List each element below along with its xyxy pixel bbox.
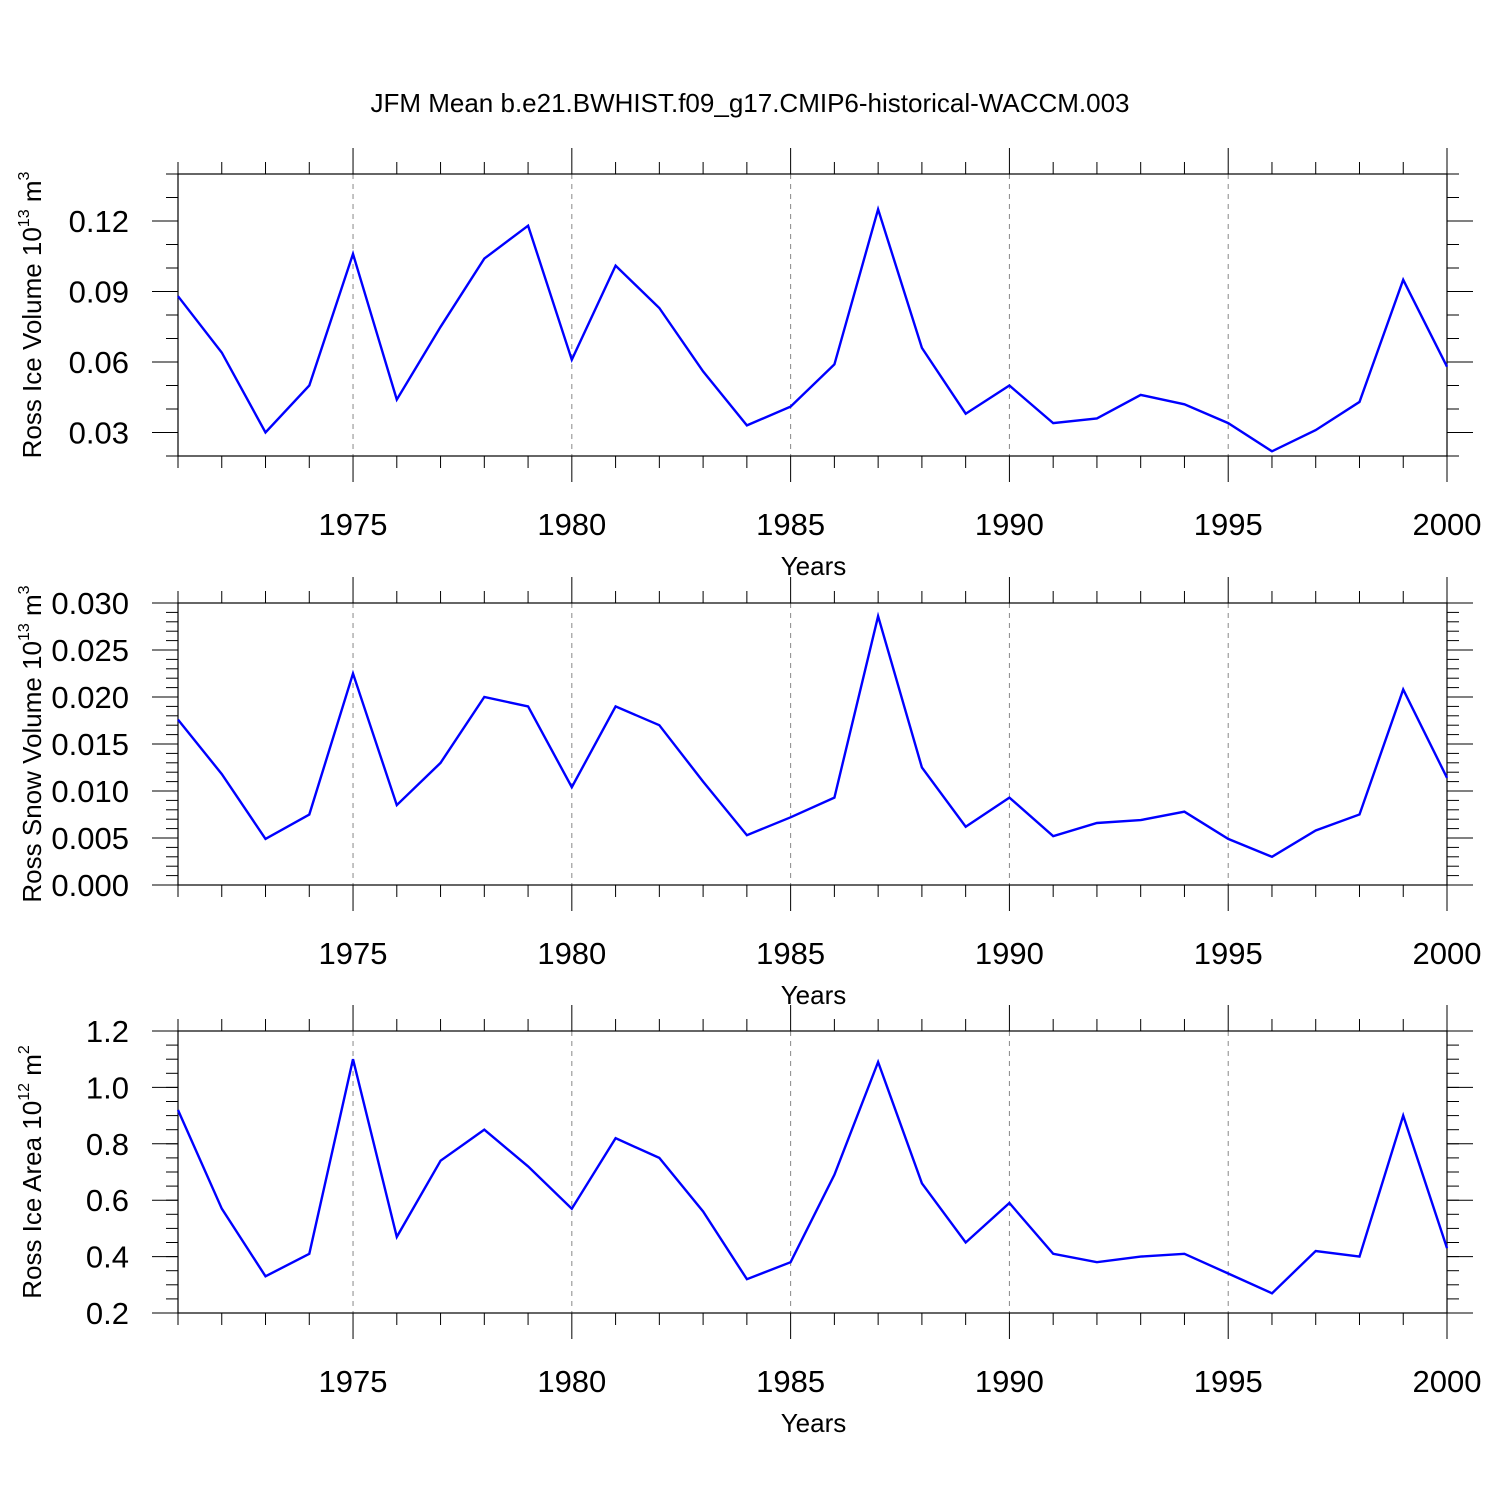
c0-ytick-label: 0.12 xyxy=(69,204,129,239)
c0-xtick-label: 1975 xyxy=(319,507,388,542)
c1-plot-frame xyxy=(177,602,1448,886)
c2-ylabel: Ross Ice Area 1012 m2 xyxy=(16,1045,47,1299)
c2-xtick-label: 1985 xyxy=(756,1364,825,1399)
c2-xlabel: Years xyxy=(781,1408,847,1438)
c2-xtick-label: 1990 xyxy=(975,1364,1044,1399)
c1-xtick-label: 1995 xyxy=(1194,936,1263,971)
c2-xtick-label: 2000 xyxy=(1413,1364,1482,1399)
c0-ytick-label: 0.09 xyxy=(69,275,129,310)
c0-xtick-label: 1980 xyxy=(537,507,606,542)
c2-ytick-label: 1.2 xyxy=(86,1014,129,1049)
panel-ice-area: 1975 1980 1985 1990 1995 2000 0.2 0.4 0.6 0.8 1.0 1… xyxy=(16,1005,1481,1438)
c1-ytick-label: 0.020 xyxy=(51,680,129,715)
c1-ytick-label: 0.030 xyxy=(51,586,129,621)
c1-ytick-label: 0.010 xyxy=(51,774,129,809)
c1-xtick-label: 1980 xyxy=(537,936,606,971)
c1-xlabel: Years xyxy=(781,980,847,1010)
c0-xtick-label: 1985 xyxy=(756,507,825,542)
c1-series-line xyxy=(177,611,1449,859)
c2-ytick-label: 0.2 xyxy=(86,1296,129,1331)
c0-ytick-label: 0.03 xyxy=(69,416,129,451)
c2-ytick-label: 0.6 xyxy=(86,1183,129,1218)
c1-xtick-label: 1975 xyxy=(319,936,388,971)
c0-xlabel: Years xyxy=(781,551,847,581)
c1-ytick-label: 0.015 xyxy=(51,727,129,762)
panel-ice-volume: 1975 1980 1985 1990 1995 2000 0.03 0.06 0.09 0.12… xyxy=(16,148,1481,581)
c2-ytick-label: 0.4 xyxy=(86,1240,129,1275)
c2-ytick-label: 0.8 xyxy=(86,1127,129,1162)
c0-ylabel: Ross Ice Volume 1013 m3 xyxy=(16,171,47,458)
c1-ytick-label: 0.000 xyxy=(51,868,129,903)
c0-xtick-label: 1995 xyxy=(1194,507,1263,542)
c2-ytick-label: 1.0 xyxy=(86,1070,129,1105)
c1-xtick-label: 1985 xyxy=(756,936,825,971)
c0-xtick-label: 1990 xyxy=(975,507,1044,542)
panel-snow-volume: 1975 1980 1985 1990 1995 2000 0.000 0.005 0.010 0… xyxy=(16,577,1481,1010)
c0-xtick-label: 2000 xyxy=(1413,507,1482,542)
c1-ylabel: Ross Snow Volume 1013 m3 xyxy=(16,585,47,902)
c1-ytick-label: 0.005 xyxy=(51,821,129,856)
c0-series-line xyxy=(177,205,1449,453)
c2-plot-frame xyxy=(177,1030,1448,1314)
c2-xtick-label: 1975 xyxy=(319,1364,388,1399)
c1-xtick-label: 2000 xyxy=(1413,936,1482,971)
c0-ytick-label: 0.06 xyxy=(69,345,129,380)
c1-ytick-label: 0.025 xyxy=(51,633,129,668)
c2-series-line xyxy=(176,1058,1449,1295)
chart-title: JFM Mean b.e21.BWHIST.f09_g17.CMIP6-hist… xyxy=(370,88,1129,118)
c2-xtick-label: 1980 xyxy=(537,1364,606,1399)
c1-xtick-label: 1990 xyxy=(975,936,1044,971)
c2-xtick-label: 1995 xyxy=(1194,1364,1263,1399)
c0-plot-frame xyxy=(177,173,1448,457)
